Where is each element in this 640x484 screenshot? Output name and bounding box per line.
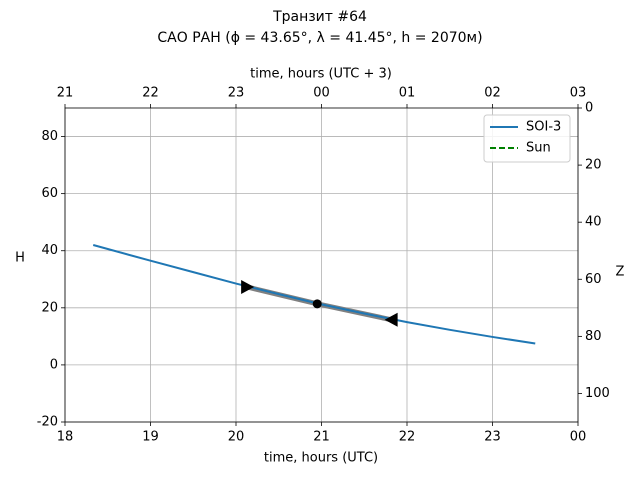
legend-label: Sun (526, 141, 551, 156)
x-tick-label: 22 (399, 430, 416, 445)
x-tick-label: 18 (57, 430, 74, 445)
y-tick-label: 40 (41, 243, 58, 258)
y-tick-label: 20 (41, 300, 58, 315)
transit-end (384, 312, 398, 327)
x-tick-label: 23 (484, 430, 501, 445)
x-tick-label: 20 (228, 430, 245, 445)
y-tick-label: 0 (50, 357, 58, 372)
x2-tick-label: 01 (399, 86, 416, 101)
x-tick-label: 00 (570, 430, 587, 445)
transit-mid (312, 299, 322, 309)
transit-start (241, 279, 255, 294)
x-axis-label: time, hours (UTC) (264, 451, 378, 466)
x2-tick-label: 02 (484, 86, 501, 101)
y-tick-label: 60 (41, 186, 58, 201)
y2-tick-label: 60 (585, 272, 602, 287)
x2-tick-label: 00 (313, 86, 330, 101)
y-axis-label: H (15, 251, 25, 266)
chart-title: Транзит #64 (272, 9, 367, 25)
chart-subtitle: САО РАН (ϕ = 43.65°, λ = 41.45°, h = 207… (157, 30, 482, 46)
x2-tick-label: 21 (57, 86, 74, 101)
y-tick-label: -20 (37, 415, 58, 430)
x2-tick-label: 23 (228, 86, 245, 101)
series-line (92, 244, 536, 345)
y2-tick-label: 0 (585, 101, 593, 116)
x-tick-label: 21 (313, 430, 330, 445)
y2-tick-label: 80 (585, 329, 602, 344)
legend-label: SOI-3 (526, 120, 561, 135)
x2-axis-label: time, hours (UTC + 3) (250, 67, 392, 82)
y2-tick-label: 100 (585, 386, 610, 401)
y-tick-label: 80 (41, 129, 58, 144)
y2-tick-label: 20 (585, 158, 602, 173)
x2-tick-label: 22 (142, 86, 159, 101)
y2-tick-label: 40 (585, 215, 602, 230)
y2-axis-label: Z (616, 265, 625, 280)
x2-tick-label: 03 (570, 86, 587, 101)
x-tick-label: 19 (142, 430, 159, 445)
plot-frame (64, 107, 579, 423)
